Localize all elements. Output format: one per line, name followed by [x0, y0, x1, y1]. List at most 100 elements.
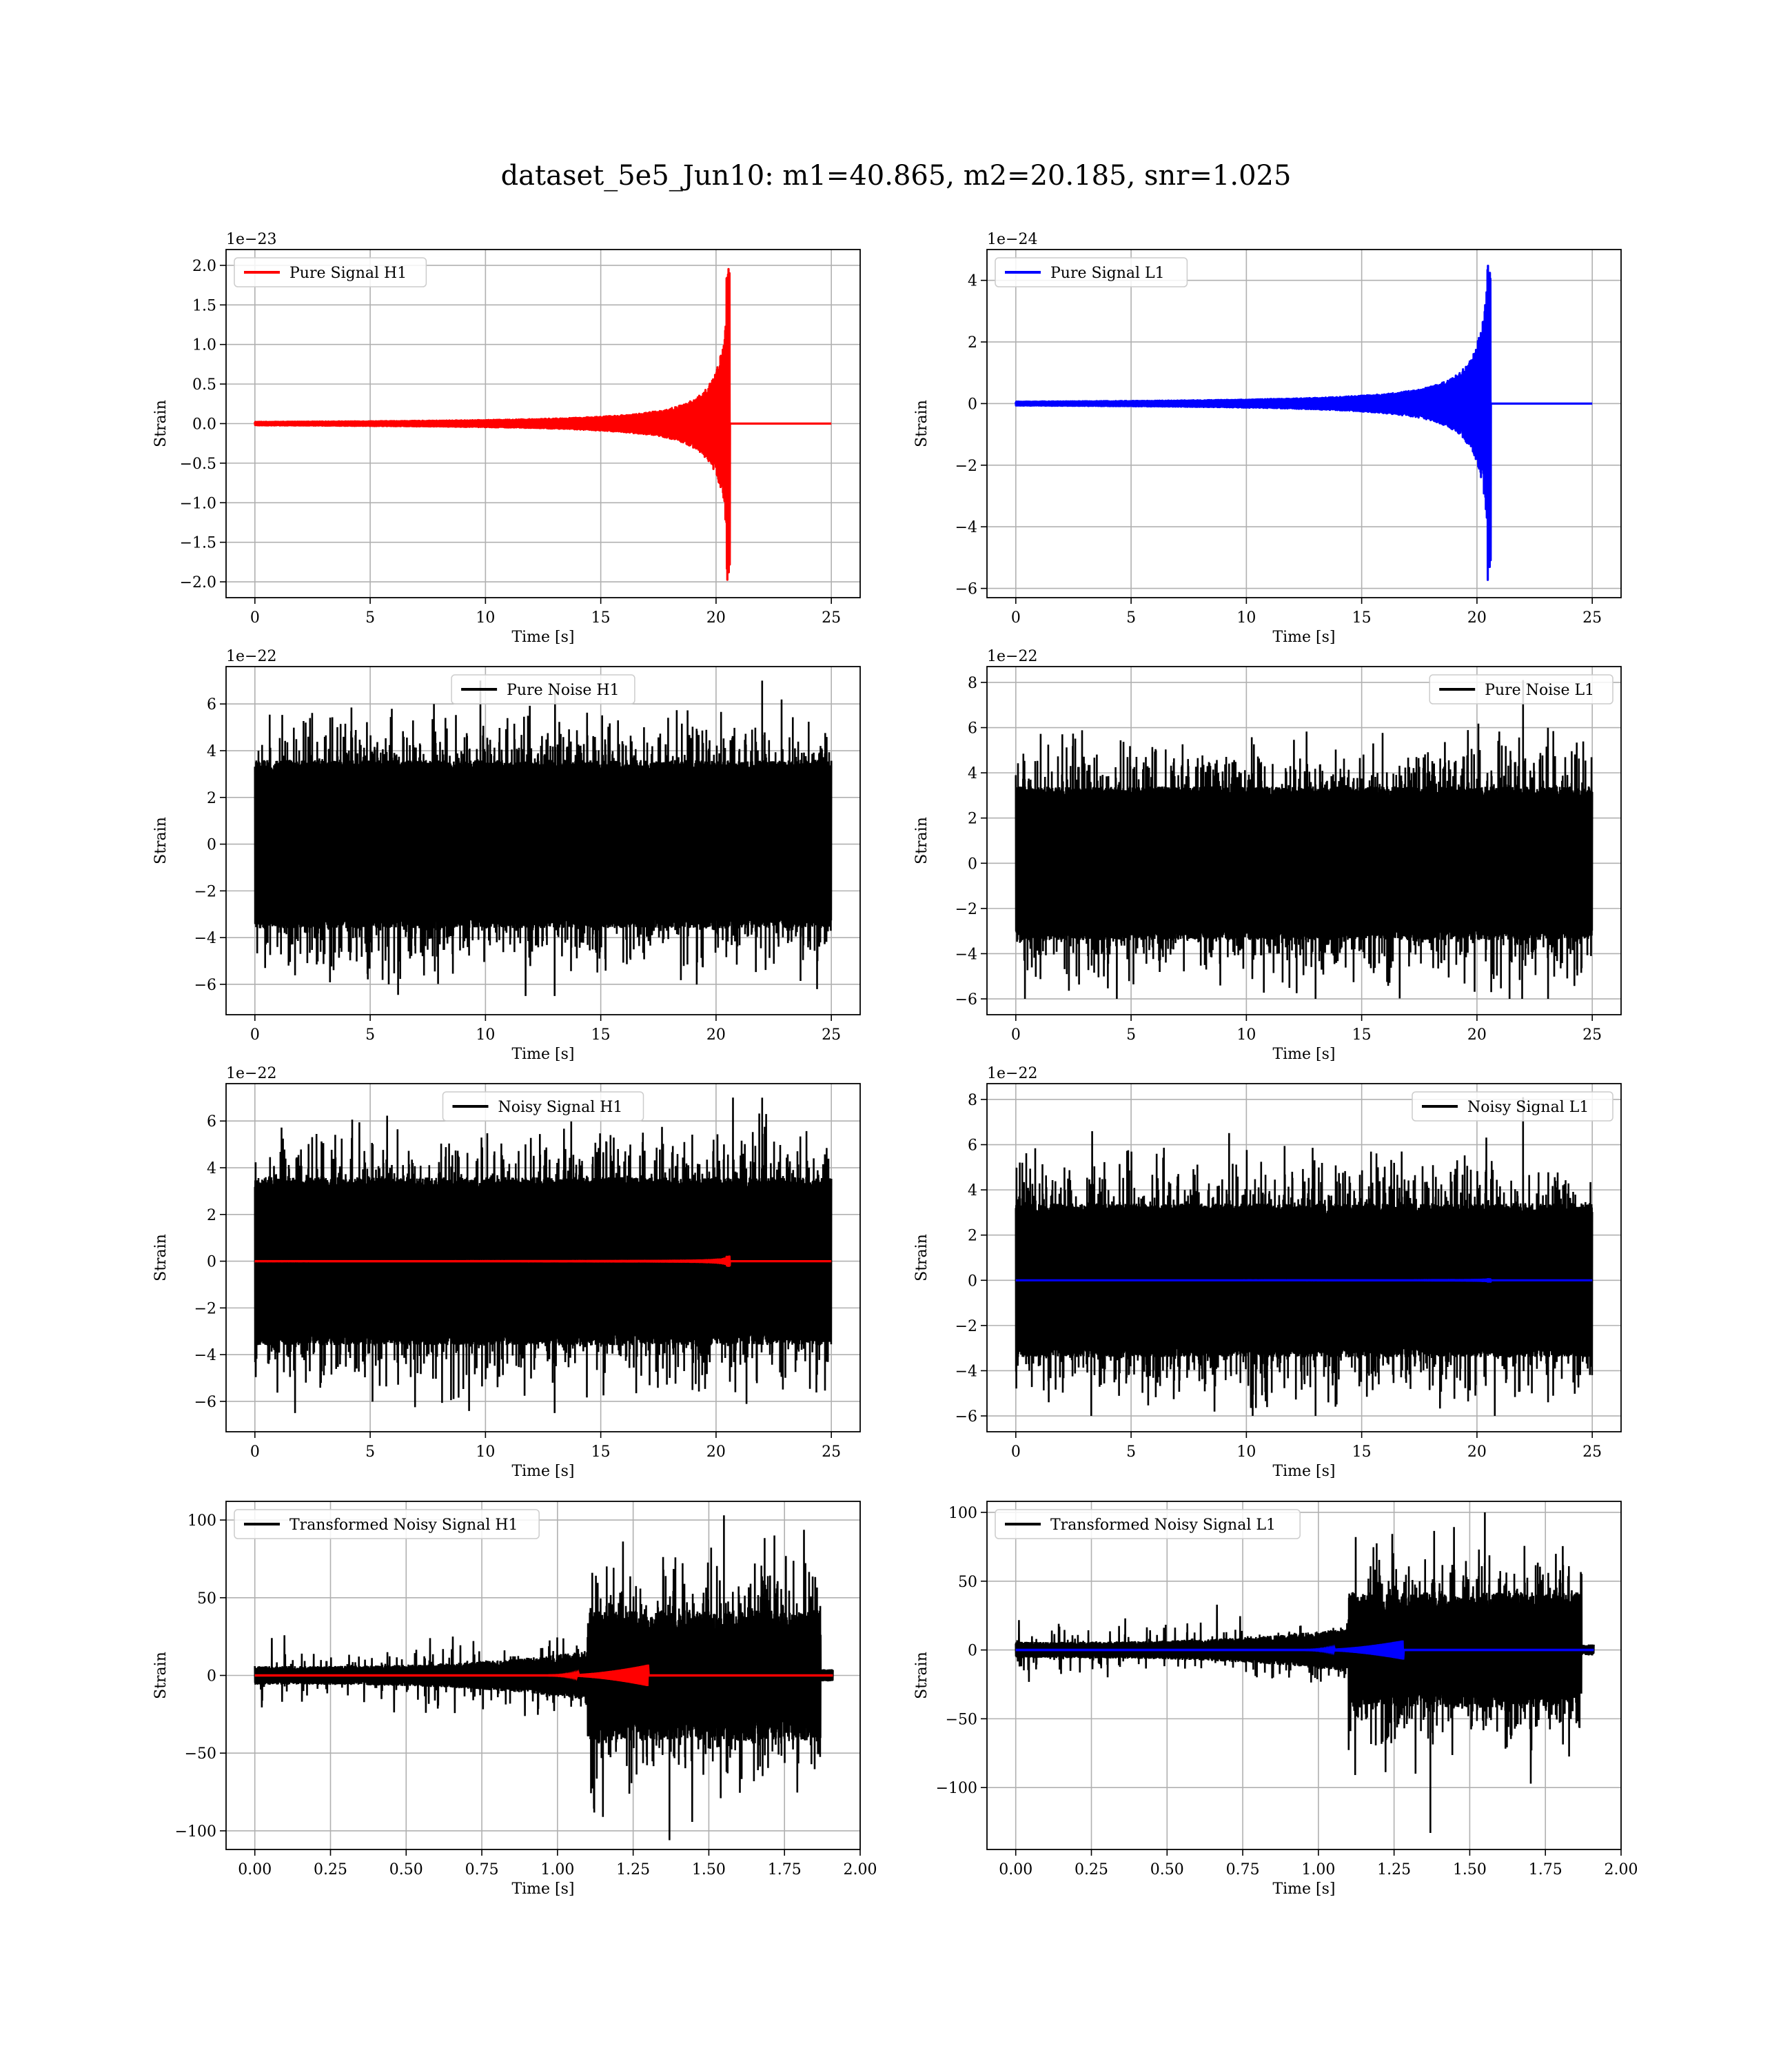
pure-signal-l1-y-tick-label: −4: [955, 519, 977, 536]
pure-noise-l1-x-tick-label: 25: [1582, 1026, 1602, 1044]
pure-noise-h1-y-tick-label: 4: [207, 743, 216, 760]
transformed-noisy-signal-l1-y-tick-label: 50: [958, 1574, 977, 1591]
transformed-noisy-signal-h1-x-tick-label: 1.25: [616, 1861, 650, 1878]
noisy-signal-h1-x-tick-label: 25: [822, 1443, 841, 1461]
pure-noise-l1-y-axis-label: Strain: [913, 817, 930, 864]
pure-signal-l1-axes-frame: [986, 249, 1622, 598]
noisy-signal-l1-x-axis-label: Time [s]: [1272, 1463, 1335, 1480]
transformed-noisy-signal-h1-x-tick-label: 0.75: [465, 1861, 499, 1878]
pure-signal-h1-panel: 0 5 10 15 20 25 −2.0 −1.5 −1.0 −0.5 0.0 0.5 1.0 1.5 2.…: [152, 231, 861, 646]
noisy-signal-l1-x-tick-label: 0: [1011, 1443, 1021, 1461]
noisy-signal-h1-y-tick-label: 4: [207, 1160, 216, 1177]
pure-signal-l1-y-tick-label: 4: [968, 273, 977, 290]
pure-signal-l1-y-axis-label: Strain: [913, 400, 930, 447]
pure-signal-l1-x-tick-label: 10: [1236, 609, 1256, 627]
pure-noise-h1-y-tick-label: 0: [207, 837, 216, 854]
pure-noise-l1-x-tick-label: 20: [1467, 1026, 1487, 1044]
noisy-signal-h1-y-tick-label: −2: [194, 1300, 216, 1317]
pure-noise-h1-x-tick-label: 5: [365, 1026, 375, 1044]
noisy-signal-h1-legend: [442, 1091, 644, 1122]
transformed-noisy-signal-h1-legend: [234, 1509, 540, 1539]
transformed-noisy-signal-l1-y-tick-label: −100: [936, 1780, 977, 1797]
noisy-signal-l1-y-tick-label: 8: [968, 1092, 977, 1109]
noisy-signal-h1-series-group: [254, 1097, 833, 1413]
transformed-noisy-signal-l1-x-tick-label: 0.25: [1075, 1861, 1108, 1878]
pure-signal-h1-legend-label: Pure Signal H1: [289, 265, 407, 282]
transformed-noisy-signal-l1-x-tick-label: 1.50: [1453, 1861, 1487, 1878]
transformed-noisy-signal-h1-y-tick-label: −50: [185, 1745, 216, 1763]
transformed-noisy-signal-h1-transformed-chirp-line: [254, 1664, 833, 1687]
pure-noise-l1-axes-frame: [986, 666, 1622, 1015]
noisy-signal-h1-y-tick-label: −6: [194, 1394, 216, 1411]
noisy-signal-l1-axes-frame: [986, 1083, 1622, 1432]
pure-signal-l1-x-tick-label: 5: [1126, 609, 1136, 627]
pure-signal-h1-y-tick-label: −0.5: [180, 456, 216, 473]
transformed-noisy-signal-h1-x-tick-label: 0.50: [389, 1861, 423, 1878]
pure-noise-l1-y-tick-label: 2: [968, 811, 977, 828]
pure-noise-l1-y-tick-label: 8: [968, 675, 977, 692]
noisy-signal-h1-axes-frame: [225, 1083, 861, 1432]
noisy-signal-h1-x-tick-label: 15: [591, 1443, 611, 1461]
pure-signal-h1-x-tick-label: 15: [591, 609, 611, 627]
noisy-signal-h1-x-tick-label: 0: [250, 1443, 260, 1461]
noisy-signal-l1-chirp-line: [1015, 1278, 1594, 1283]
pure-noise-l1-y-tick-label: −2: [955, 901, 977, 918]
transformed-noisy-signal-h1-legend-label: Transformed Noisy Signal H1: [289, 1517, 518, 1534]
pure-signal-h1-x-tick-label: 10: [476, 609, 495, 627]
pure-signal-l1-chirp-line: [1015, 265, 1594, 581]
transformed-noisy-signal-l1-transformed-chirp-line: [1015, 1640, 1594, 1660]
noisy-signal-l1-y-tick-label: 6: [968, 1137, 977, 1155]
transformed-noisy-signal-l1-y-axis-label: Strain: [913, 1652, 930, 1699]
noisy-signal-l1-x-tick-label: 25: [1582, 1443, 1602, 1461]
pure-signal-l1-y-tick-label: 2: [968, 334, 977, 352]
pure-signal-h1-y-axis-label: Strain: [152, 400, 170, 447]
pure-noise-l1-y-tick-label: −4: [955, 946, 977, 963]
pure-signal-l1-legend: [995, 257, 1188, 287]
noisy-signal-h1-x-tick-label: 20: [706, 1443, 726, 1461]
pure-signal-h1-x-tick-label: 25: [822, 609, 841, 627]
pure-noise-l1-legend: [1429, 674, 1613, 704]
pure-signal-h1-y-tick-label: 0.5: [192, 376, 216, 394]
pure-signal-h1-y-tick-label: 0.0: [192, 416, 216, 434]
pure-noise-l1-offset-label: 1e−22: [987, 648, 1037, 665]
pure-signal-h1-y-tick-label: −1.0: [180, 495, 216, 512]
noisy-signal-l1-offset-label: 1e−22: [987, 1065, 1037, 1082]
pure-noise-h1-x-tick-label: 10: [476, 1026, 495, 1044]
transformed-noisy-signal-l1-x-tick-label: 2.00: [1605, 1861, 1638, 1878]
pure-noise-l1-panel: 0 5 10 15 20 25 −6 −4 −2 0 2 4 6 8 1e−22 Time [s] Strain…: [913, 648, 1622, 1063]
pure-signal-h1-y-tick-label: 1.5: [192, 297, 216, 314]
pure-noise-h1-x-tick-label: 20: [706, 1026, 726, 1044]
transformed-noisy-signal-h1-x-tick-label: 1.50: [692, 1861, 726, 1878]
noisy-signal-h1-x-axis-label: Time [s]: [511, 1463, 574, 1480]
pure-signal-h1-series-group: [254, 267, 833, 581]
pure-noise-h1-y-axis-label: Strain: [152, 817, 170, 864]
pure-noise-l1-y-tick-label: −6: [955, 991, 977, 1008]
pure-noise-h1-y-tick-label: 2: [207, 790, 216, 807]
transformed-noisy-signal-l1-legend-label: Transformed Noisy Signal L1: [1050, 1517, 1276, 1534]
transformed-noisy-signal-h1-y-axis-label: Strain: [152, 1652, 170, 1699]
pure-noise-l1-x-axis-label: Time [s]: [1272, 1046, 1335, 1063]
pure-noise-h1-x-tick-label: 25: [822, 1026, 841, 1044]
noisy-signal-l1-y-tick-label: −2: [955, 1318, 977, 1335]
pure-noise-h1-legend-label: Pure Noise H1: [507, 682, 620, 699]
transformed-noisy-signal-l1-series-group: [1015, 1512, 1595, 1834]
transformed-noisy-signal-l1-y-tick-label: −50: [946, 1711, 977, 1728]
noisy-signal-l1-x-tick-label: 20: [1467, 1443, 1487, 1461]
pure-signal-h1-x-tick-label: 5: [365, 609, 375, 627]
pure-signal-h1-y-tick-label: 2.0: [192, 258, 216, 275]
pure-noise-l1-legend-label: Pure Noise L1: [1485, 682, 1594, 699]
transformed-noisy-signal-h1-y-tick-label: −100: [175, 1823, 216, 1841]
pure-signal-l1-y-tick-label: −6: [955, 581, 977, 598]
transformed-noisy-signal-h1-x-tick-label: 0.25: [314, 1861, 347, 1878]
noisy-signal-l1-legend-label: Noisy Signal L1: [1467, 1099, 1589, 1116]
transformed-noisy-signal-l1-x-tick-label: 1.00: [1301, 1861, 1335, 1878]
pure-noise-l1-y-tick-label: 4: [968, 765, 977, 782]
noisy-signal-l1-y-tick-label: 4: [968, 1182, 977, 1199]
transformed-noisy-signal-l1-panel: 0.00 0.25 0.50 0.75 1.00 1.25 1.50 1.75 2.00 −100…: [913, 1501, 1638, 1898]
transformed-noisy-signal-h1-x-axis-label: Time [s]: [511, 1881, 574, 1898]
pure-signal-l1-plot-area: [987, 250, 1621, 598]
pure-noise-h1-panel: 0 5 10 15 20 25 −6 −4 −2 0 2 4 6 1e−22 Time [s] Strain P…: [152, 648, 861, 1063]
noisy-signal-l1-y-tick-label: −6: [955, 1408, 977, 1426]
pure-noise-l1-noise-line: [1015, 723, 1594, 1000]
